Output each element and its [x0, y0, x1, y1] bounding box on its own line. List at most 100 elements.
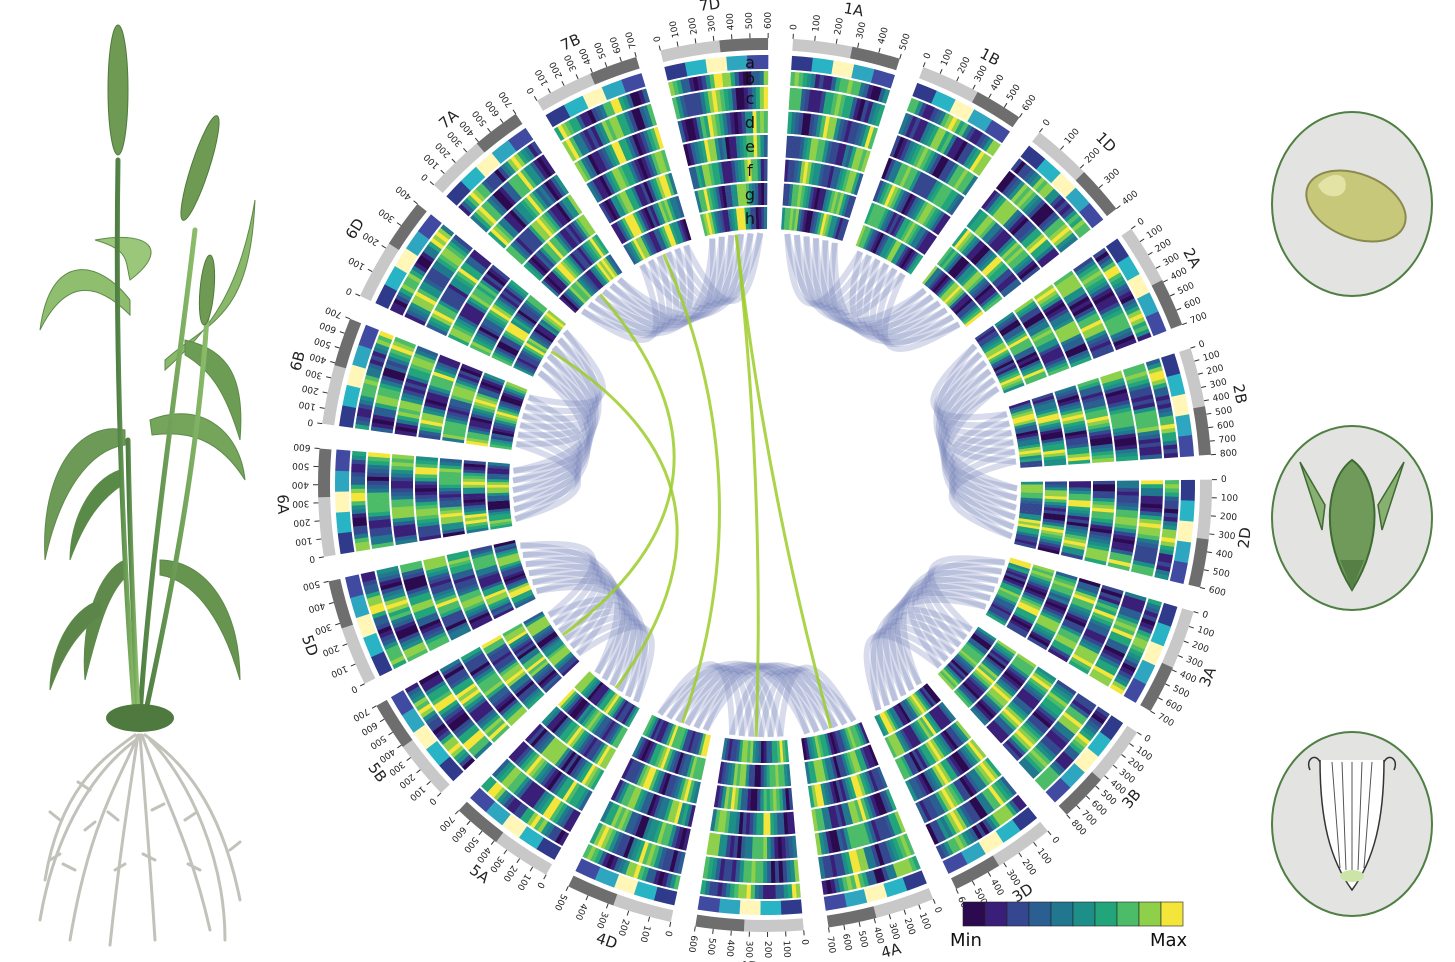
heatmap-cell — [1145, 311, 1167, 337]
heatmap-cell — [981, 337, 1003, 352]
heatmap-cell — [409, 268, 424, 280]
track-letter-e: e — [745, 137, 755, 156]
heatmap-cell — [867, 230, 880, 252]
tick-label: 0 — [1136, 217, 1147, 229]
heatmap-cell — [1145, 358, 1161, 367]
heatmap-cell — [721, 161, 728, 184]
link-blue — [876, 589, 991, 707]
heatmap-cell — [1105, 641, 1127, 655]
heatmap-cell — [633, 763, 646, 785]
heatmap-cell — [513, 678, 533, 695]
heatmap-cell — [562, 808, 578, 831]
heatmap-cell — [613, 806, 627, 829]
heatmap-cell — [497, 166, 510, 180]
heatmap-cell — [1029, 749, 1049, 768]
heatmap-cell — [611, 698, 627, 719]
heatmap-cell — [627, 760, 640, 782]
tick-mark — [547, 88, 551, 94]
heatmap-cell — [488, 309, 509, 324]
heatmap-cell — [1069, 702, 1090, 719]
heatmap-cell — [543, 768, 560, 789]
heatmap-cell — [917, 102, 928, 118]
heatmap-cell — [462, 729, 483, 748]
heatmap-cell — [463, 495, 486, 501]
heatmap-cell — [697, 189, 706, 213]
heatmap-cell — [364, 374, 380, 383]
heatmap-cell — [668, 750, 679, 773]
heatmap-cell — [809, 211, 817, 234]
heatmap-cell — [470, 547, 493, 557]
heatmap-cell — [391, 480, 414, 485]
heatmap-cell — [1086, 719, 1101, 732]
heatmap-cell — [508, 322, 530, 337]
heatmap-cell — [615, 833, 628, 856]
heatmap-cell — [487, 481, 510, 485]
heatmap-cell — [401, 392, 424, 402]
heatmap-cell — [1039, 428, 1063, 436]
heatmap-cell — [694, 190, 703, 213]
heatmap-cell — [949, 291, 968, 310]
heatmap-cell — [1115, 516, 1138, 523]
heatmap-cell — [917, 202, 932, 224]
heatmap-cell — [1060, 624, 1082, 638]
heatmap-cell — [948, 661, 967, 679]
heatmap-cell — [1064, 536, 1087, 544]
heatmap-cell — [1025, 317, 1047, 332]
heatmap-cell — [428, 574, 451, 585]
heatmap-cell — [995, 809, 1008, 824]
heatmap-cell — [1063, 339, 1086, 353]
heatmap-cell — [1037, 617, 1059, 630]
heatmap-cell — [1018, 443, 1041, 450]
heatmap-cell — [472, 188, 486, 202]
heatmap-cell — [1044, 355, 1066, 368]
tick-mark — [426, 781, 431, 786]
heatmap-cell — [899, 728, 914, 750]
heatmap-cell — [546, 240, 565, 260]
link-blue — [916, 576, 996, 655]
heatmap-cell — [1111, 680, 1127, 692]
heatmap-cell — [490, 523, 513, 530]
heatmap-cell — [393, 298, 409, 309]
heatmap-cell — [401, 283, 416, 295]
heatmap-cell — [710, 857, 718, 880]
heatmap-cell — [634, 840, 646, 863]
heatmap-cell — [729, 738, 736, 762]
heatmap-cell — [769, 812, 775, 835]
heatmap-cell — [821, 140, 830, 163]
heatmap-cell — [499, 660, 520, 677]
heatmap-cell — [446, 180, 471, 206]
heatmap-cell — [1017, 354, 1039, 367]
link-blue — [937, 360, 1017, 511]
heatmap-cell — [1078, 381, 1101, 392]
heatmap-cell — [908, 695, 923, 716]
heatmap-cell — [657, 201, 669, 224]
heatmap-cell — [411, 359, 434, 371]
heatmap-cell — [877, 842, 889, 865]
tick-mark — [529, 866, 534, 872]
heatmap-cell — [857, 124, 868, 147]
tick-mark — [561, 80, 565, 86]
heatmap-cell — [555, 776, 572, 798]
heatmap-cell — [875, 181, 887, 204]
heatmap-cell — [811, 90, 819, 113]
heatmap-cell — [1037, 247, 1057, 265]
heatmap-cell — [1061, 283, 1083, 299]
heatmap-cell — [367, 598, 383, 607]
heatmap-cell — [515, 642, 536, 658]
heatmap-cell — [651, 770, 663, 792]
heatmap-cell — [407, 272, 422, 284]
heatmap-cell — [834, 217, 844, 240]
heatmap-cell — [652, 719, 665, 741]
heatmap-cell — [375, 621, 391, 631]
heatmap-cell — [550, 647, 570, 664]
heatmap-cell — [878, 182, 890, 205]
heatmap-cell — [337, 531, 355, 555]
heatmap-cell — [620, 164, 634, 187]
heatmap-cell — [667, 775, 678, 798]
heatmap-cell — [748, 183, 754, 206]
heatmap-cell — [578, 762, 593, 783]
heatmap-cell — [1014, 538, 1037, 547]
heatmap-cell — [760, 900, 782, 915]
heatmap-cell — [733, 787, 740, 810]
heatmap-cell — [1039, 425, 1062, 433]
